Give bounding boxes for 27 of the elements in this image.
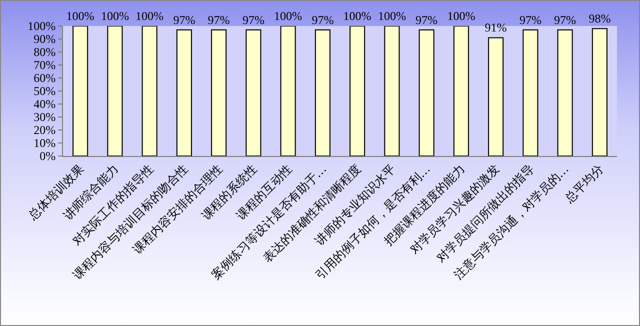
- data-label: 100%: [66, 9, 94, 23]
- y-tick-label: 60%: [34, 71, 56, 86]
- data-label: 97%: [416, 12, 438, 27]
- y-tick-label: 70%: [34, 58, 56, 72]
- data-label: 97%: [173, 12, 196, 27]
- y-tick-label: 80%: [34, 45, 56, 60]
- data-label: 97%: [554, 12, 576, 27]
- data-label: 97%: [242, 12, 264, 27]
- data-label: 100%: [274, 9, 302, 23]
- y-tick-label: 40%: [34, 97, 56, 112]
- data-label: 98%: [588, 12, 611, 26]
- data-label: 91%: [484, 20, 507, 35]
- data-label: 100%: [378, 9, 406, 23]
- y-tick-label: 0%: [40, 149, 56, 164]
- y-tick-label: 30%: [34, 110, 56, 124]
- data-label: 100%: [136, 9, 164, 23]
- y-tick-label: 90%: [34, 32, 56, 46]
- data-label: 97%: [312, 12, 334, 27]
- data-label: 97%: [208, 12, 230, 27]
- y-tick-label: 20%: [34, 123, 56, 138]
- data-label: 100%: [447, 9, 476, 23]
- data-label: 97%: [519, 12, 542, 27]
- y-tick-label: 100%: [28, 19, 56, 34]
- data-label: 100%: [100, 9, 129, 23]
- y-tick-label: 10%: [34, 136, 56, 150]
- data-label: 100%: [343, 9, 372, 23]
- y-tick-label: 50%: [34, 84, 56, 98]
